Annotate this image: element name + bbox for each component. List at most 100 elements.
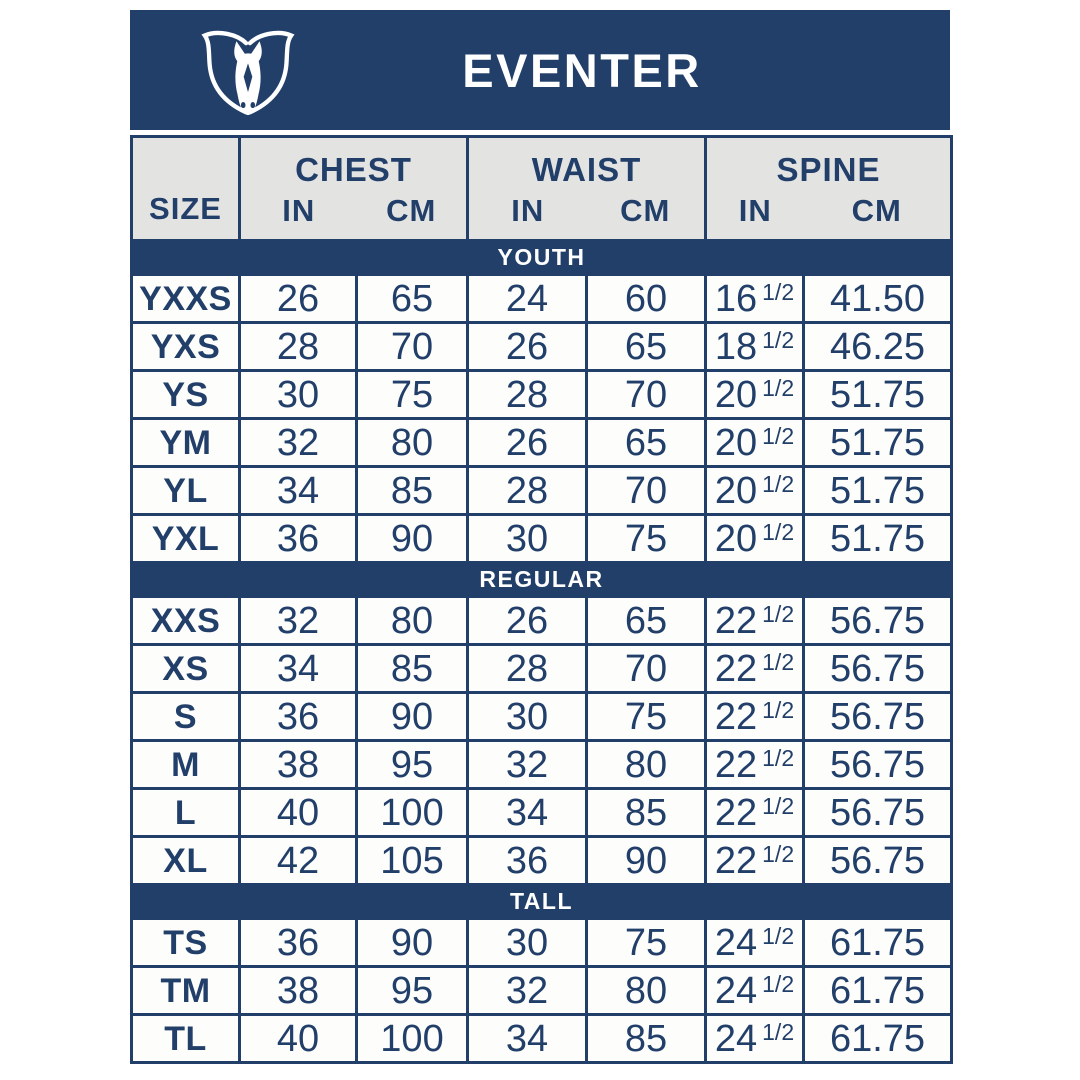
spine-cm-cell: 51.75 (801, 465, 954, 516)
waist-in-cell: 24 (466, 273, 588, 324)
spine-in-fraction: 1/2 (762, 278, 795, 305)
spine-in-cell: 22 1/2 (704, 739, 805, 790)
size-cell: YS (130, 369, 241, 420)
table-row-tl: TL 40 100 34 85 24 1/2 61.75 (130, 1013, 954, 1064)
page-title: EVENTER (462, 43, 702, 97)
spine-in-whole: 20 (714, 421, 758, 464)
spine-in-whole: 20 (714, 469, 758, 512)
table-row-tm: TM 38 95 32 80 24 1/2 61.75 (130, 965, 954, 1016)
section-row-tall: TALL (129, 883, 954, 920)
chest-in-cell: 30 (238, 369, 358, 420)
spine-in-fraction: 1/2 (762, 600, 795, 627)
spine-cm-cell: 61.75 (801, 965, 954, 1016)
size-cell: L (130, 787, 241, 838)
waist-cm-cell: 70 (585, 465, 707, 516)
spine-in-cell: 18 1/2 (704, 321, 805, 372)
col-header-waist-cm: CM (586, 190, 706, 241)
waist-in-cell: 36 (466, 835, 588, 886)
waist-in-cell: 26 (466, 595, 588, 646)
chest-cm-cell: 85 (355, 643, 469, 694)
chest-cm-cell: 90 (355, 691, 469, 742)
table-row-xs: XS 34 85 28 70 22 1/2 56.75 (130, 643, 954, 694)
spine-cm-cell: 61.75 (801, 1013, 954, 1064)
waist-cm-cell: 75 (585, 513, 707, 564)
waist-cm-cell: 65 (585, 417, 707, 468)
col-header-spine-cm: CM (803, 190, 952, 241)
spine-in-fraction: 1/2 (762, 470, 795, 497)
waist-in-cell: 32 (466, 739, 588, 790)
spine-in-cell: 22 1/2 (704, 691, 805, 742)
size-cell: YXXS (130, 273, 241, 324)
size-cell: XXS (130, 595, 241, 646)
spine-in-whole: 22 (714, 743, 758, 786)
size-table-body: YOUTH YXXS 26 65 24 60 16 1/2 41.50 YXS 28 70 26 65 18… (129, 239, 954, 1064)
waist-cm-cell: 85 (585, 1013, 707, 1064)
spine-in-whole: 16 (714, 277, 758, 320)
spine-in-whole: 22 (714, 599, 758, 642)
size-cell: S (130, 691, 241, 742)
size-table: SIZE CHEST WAIST SPINE IN CM IN CM IN CM… (129, 135, 954, 1064)
col-header-chest-cm: CM (356, 190, 468, 241)
spine-in-cell: 22 1/2 (704, 787, 805, 838)
spine-in-cell: 20 1/2 (704, 369, 805, 420)
waist-cm-cell: 60 (585, 273, 707, 324)
col-group-waist: WAIST (466, 136, 706, 191)
spine-in-whole: 24 (714, 969, 758, 1012)
spine-in-fraction: 1/2 (762, 648, 795, 675)
chest-in-cell: 32 (238, 595, 358, 646)
chest-cm-cell: 90 (355, 917, 469, 968)
chest-cm-cell: 90 (355, 513, 469, 564)
size-cell: XS (130, 643, 241, 694)
chest-cm-cell: 95 (355, 965, 469, 1016)
spine-cm-cell: 56.75 (801, 643, 954, 694)
spine-cm-cell: 51.75 (801, 369, 954, 420)
waist-cm-cell: 80 (585, 965, 707, 1016)
chest-in-cell: 40 (238, 1013, 358, 1064)
table-row-xl: XL 42 105 36 90 22 1/2 56.75 (130, 835, 954, 886)
chest-cm-cell: 75 (355, 369, 469, 420)
spine-in-cell: 16 1/2 (704, 273, 805, 324)
table-row-l: L 40 100 34 85 22 1/2 56.75 (130, 787, 954, 838)
col-header-waist-in: IN (466, 190, 587, 241)
spine-cm-cell: 46.25 (801, 321, 954, 372)
chest-cm-cell: 70 (355, 321, 469, 372)
waist-in-cell: 34 (466, 787, 588, 838)
chest-in-cell: 36 (238, 513, 358, 564)
waist-in-cell: 30 (466, 513, 588, 564)
spine-in-cell: 20 1/2 (704, 513, 805, 564)
waist-in-cell: 26 (466, 417, 588, 468)
spine-in-cell: 24 1/2 (704, 1013, 805, 1064)
col-header-chest-in: IN (238, 190, 357, 241)
table-header: SIZE CHEST WAIST SPINE IN CM IN CM IN CM (131, 136, 952, 241)
spine-in-cell: 24 1/2 (704, 965, 805, 1016)
waist-cm-cell: 65 (585, 595, 707, 646)
chest-in-cell: 36 (238, 691, 358, 742)
spine-in-whole: 20 (714, 517, 758, 560)
spine-in-fraction: 1/2 (762, 374, 795, 401)
table-row-yxxs: YXXS 26 65 24 60 16 1/2 41.50 (130, 273, 954, 324)
spine-in-whole: 22 (714, 839, 758, 882)
spine-in-fraction: 1/2 (762, 518, 795, 545)
spine-cm-cell: 56.75 (801, 835, 954, 886)
table-row-ys: YS 30 75 28 70 20 1/2 51.75 (130, 369, 954, 420)
waist-cm-cell: 70 (585, 643, 707, 694)
size-cell: YM (130, 417, 241, 468)
size-cell: XL (130, 835, 241, 886)
chest-cm-cell: 65 (355, 273, 469, 324)
spine-in-fraction: 1/2 (762, 840, 795, 867)
section-band-label: YOUTH (129, 239, 954, 276)
table-row-s: S 36 90 30 75 22 1/2 56.75 (130, 691, 954, 742)
spine-cm-cell: 56.75 (801, 787, 954, 838)
chest-in-cell: 26 (238, 273, 358, 324)
waist-in-cell: 28 (466, 369, 588, 420)
spine-in-whole: 22 (714, 695, 758, 738)
chest-in-cell: 42 (238, 835, 358, 886)
spine-cm-cell: 51.75 (801, 417, 954, 468)
chest-cm-cell: 100 (355, 787, 469, 838)
spine-in-whole: 24 (714, 921, 758, 964)
spine-in-fraction: 1/2 (762, 326, 795, 353)
spine-in-fraction: 1/2 (762, 922, 795, 949)
section-band-label: TALL (129, 883, 954, 920)
spine-in-fraction: 1/2 (762, 744, 795, 771)
col-group-chest: CHEST (238, 136, 468, 191)
